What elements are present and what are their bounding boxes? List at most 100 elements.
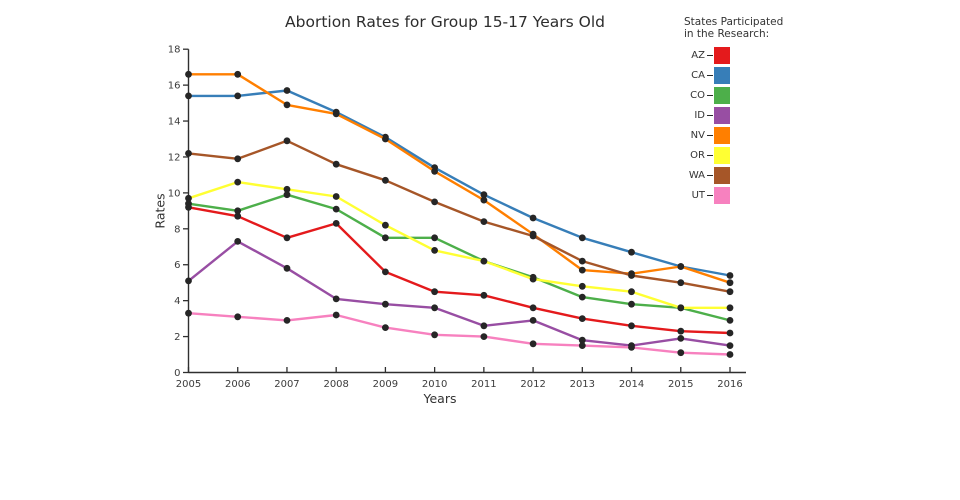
marker-AZ-2014	[628, 322, 635, 330]
marker-NV-2013	[578, 266, 586, 274]
marker-WA-2016	[726, 288, 734, 296]
marker-OR-2008	[332, 193, 340, 200]
marker-CO-2010	[431, 234, 438, 242]
marker-AZ-2015	[677, 327, 685, 335]
legend-item-CA: CA	[684, 67, 730, 84]
marker-ID-2005	[185, 277, 192, 285]
marker-UT-2012	[529, 340, 537, 348]
marker-AZ-2009	[382, 268, 389, 276]
marker-OR-2014	[628, 288, 635, 296]
marker-UT-2014	[628, 344, 635, 351]
marker-ID-2008	[332, 295, 340, 303]
marker-UT-2008	[332, 311, 340, 319]
series-line-CA	[187, 89, 732, 277]
legend-swatch-NV	[714, 127, 730, 144]
marker-OR-2011	[480, 257, 488, 265]
x-tick-label: 2009	[373, 379, 398, 390]
marker-NV-2009	[382, 135, 389, 143]
marker-NV-2010	[431, 167, 438, 175]
legend-items: AZ CA CO ID NV OR WA UT	[684, 47, 783, 204]
legend-item-CO: CO	[684, 87, 730, 104]
marker-OR-2006	[234, 178, 242, 186]
marker-OR-2016	[726, 304, 734, 312]
x-tick-label: 2005	[176, 379, 201, 390]
series-line-WA	[187, 139, 732, 293]
marker-CA-2013	[578, 234, 586, 242]
x-tick-label: 2014	[619, 379, 644, 390]
legend-label-ID: ID	[694, 110, 705, 121]
legend-item-WA: WA	[684, 167, 730, 184]
x-tick-label: 2007	[274, 379, 299, 390]
x-tick-label: 2012	[520, 379, 545, 390]
marker-AZ-2007	[283, 234, 291, 242]
marker-OR-2010	[431, 247, 438, 254]
series-line-CO	[187, 193, 732, 322]
y-tick-label: 4	[174, 296, 180, 307]
x-tick-label: 2011	[471, 379, 496, 390]
marker-NV-2006	[234, 70, 242, 78]
legend-label-NV: NV	[690, 130, 705, 141]
legend-tick	[707, 154, 713, 157]
marker-NV-2005	[185, 70, 192, 78]
marker-UT-2011	[480, 333, 488, 340]
legend-tick	[707, 74, 713, 77]
legend-swatch-OR	[714, 147, 730, 164]
series-line-AZ	[187, 206, 732, 335]
x-tick-label: 2013	[570, 379, 595, 390]
series-line-UT	[187, 312, 732, 356]
marker-OR-2007	[283, 185, 291, 193]
marker-WA-2011	[480, 218, 488, 226]
legend-item-ID: ID	[684, 107, 730, 124]
marker-OR-2015	[677, 304, 685, 312]
legend-label-OR: OR	[690, 150, 705, 161]
legend-item-OR: OR	[684, 147, 730, 164]
marker-CO-2007	[283, 191, 291, 199]
marker-WA-2005	[185, 150, 192, 157]
marker-WA-2012	[529, 232, 537, 240]
legend-swatch-CA	[714, 67, 730, 84]
marker-ID-2007	[283, 264, 291, 272]
legend-label-CA: CA	[691, 70, 705, 81]
marker-UT-2015	[677, 349, 685, 357]
marker-ID-2006	[234, 238, 242, 245]
series-line-OR	[187, 180, 732, 309]
y-tick-label: 0	[174, 368, 180, 379]
marker-CO-2008	[332, 205, 340, 213]
legend-swatch-ID	[714, 107, 730, 124]
marker-AZ-2010	[431, 288, 438, 296]
legend-tick	[707, 134, 713, 137]
marker-OR-2012	[529, 275, 537, 283]
y-tick-label: 10	[168, 188, 181, 199]
legend-tick	[707, 94, 713, 97]
legend-tick	[707, 54, 713, 57]
marker-WA-2015	[677, 279, 685, 287]
legend-label-UT: UT	[691, 190, 705, 201]
marker-WA-2007	[283, 137, 291, 145]
marker-CA-2014	[628, 248, 635, 256]
legend-tick	[707, 114, 713, 117]
legend-item-UT: UT	[684, 187, 730, 204]
marker-UT-2010	[431, 331, 438, 339]
marker-OR-2009	[382, 221, 389, 229]
legend-label-WA: WA	[688, 170, 705, 181]
marker-CO-2006	[234, 207, 242, 215]
x-axis-label: Years	[423, 391, 457, 406]
marker-UT-2006	[234, 313, 242, 321]
marker-CA-2012	[529, 214, 537, 222]
marker-WA-2009	[382, 176, 389, 184]
legend-item-NV: NV	[684, 127, 730, 144]
marker-ID-2015	[677, 335, 685, 342]
y-tick-label: 16	[168, 81, 181, 92]
marker-UT-2005	[185, 309, 192, 317]
legend-title-line2: in the Research:	[684, 27, 770, 40]
series-line-ID	[187, 240, 732, 347]
y-tick-label: 18	[168, 45, 181, 56]
marker-WA-2008	[332, 160, 340, 168]
legend-item-AZ: AZ	[684, 47, 730, 64]
marker-AZ-2011	[480, 291, 488, 299]
x-tick-label: 2006	[225, 379, 250, 390]
marker-WA-2013	[578, 257, 586, 265]
marker-WA-2006	[234, 155, 242, 163]
marker-NV-2011	[480, 196, 488, 204]
